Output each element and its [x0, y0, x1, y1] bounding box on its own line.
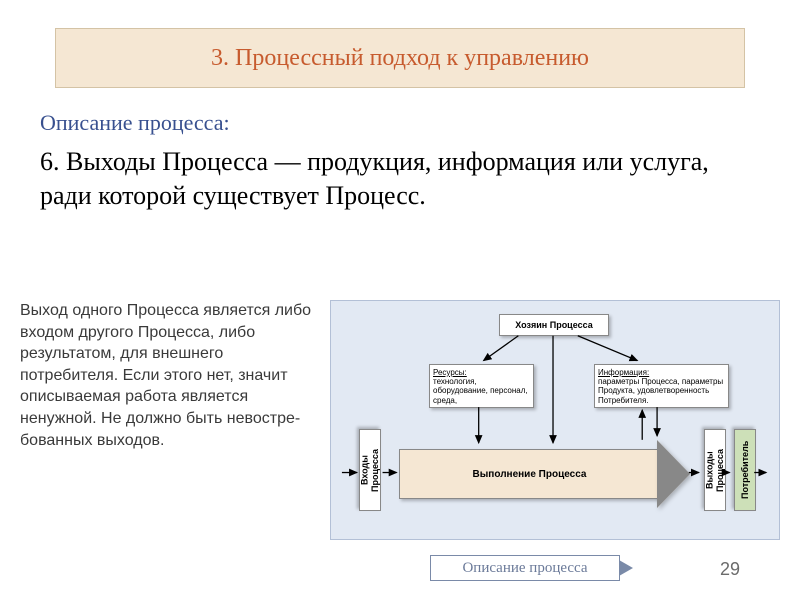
caption-box: Описание процесса [430, 555, 620, 581]
title-banner: 3. Процессный подход к управлению [55, 28, 745, 88]
diagram-inner: Хозяин Процесса Ресурсы: технология, обо… [339, 309, 771, 531]
page-number: 29 [720, 559, 740, 580]
info-box: Информация: параметры Процесса, параметр… [594, 364, 729, 408]
subtitle: Описание процесса: [40, 110, 230, 136]
main-body-text: 6. Выходы Процесса — продукция, информац… [40, 145, 760, 213]
process-arrow: Выполнение Процесса [399, 449, 689, 499]
side-note: Выход одного Процесса является либо вход… [20, 300, 320, 451]
consumer-box: Потребитель [734, 429, 756, 511]
resources-box: Ресурсы: технология, оборудование, персо… [429, 364, 534, 408]
inputs-box: Входы Процесса [359, 429, 381, 511]
resources-label: Ресурсы: [433, 368, 467, 377]
outputs-box: Выходы Процесса [704, 429, 726, 511]
slide-title: 3. Процессный подход к управлению [211, 45, 589, 72]
caption-text: Описание процесса [462, 560, 587, 577]
process-label: Выполнение Процесса [399, 449, 659, 499]
owner-box: Хозяин Процесса [499, 314, 609, 336]
info-body: параметры Процесса, параметры Продукта, … [598, 377, 723, 404]
process-diagram: Хозяин Процесса Ресурсы: технология, обо… [330, 300, 780, 540]
caption-arrow-icon [619, 560, 633, 576]
resources-body: технология, оборудование, персонал, сред… [433, 377, 528, 404]
info-label: Информация: [598, 368, 649, 377]
arrow-head-icon [658, 441, 690, 507]
